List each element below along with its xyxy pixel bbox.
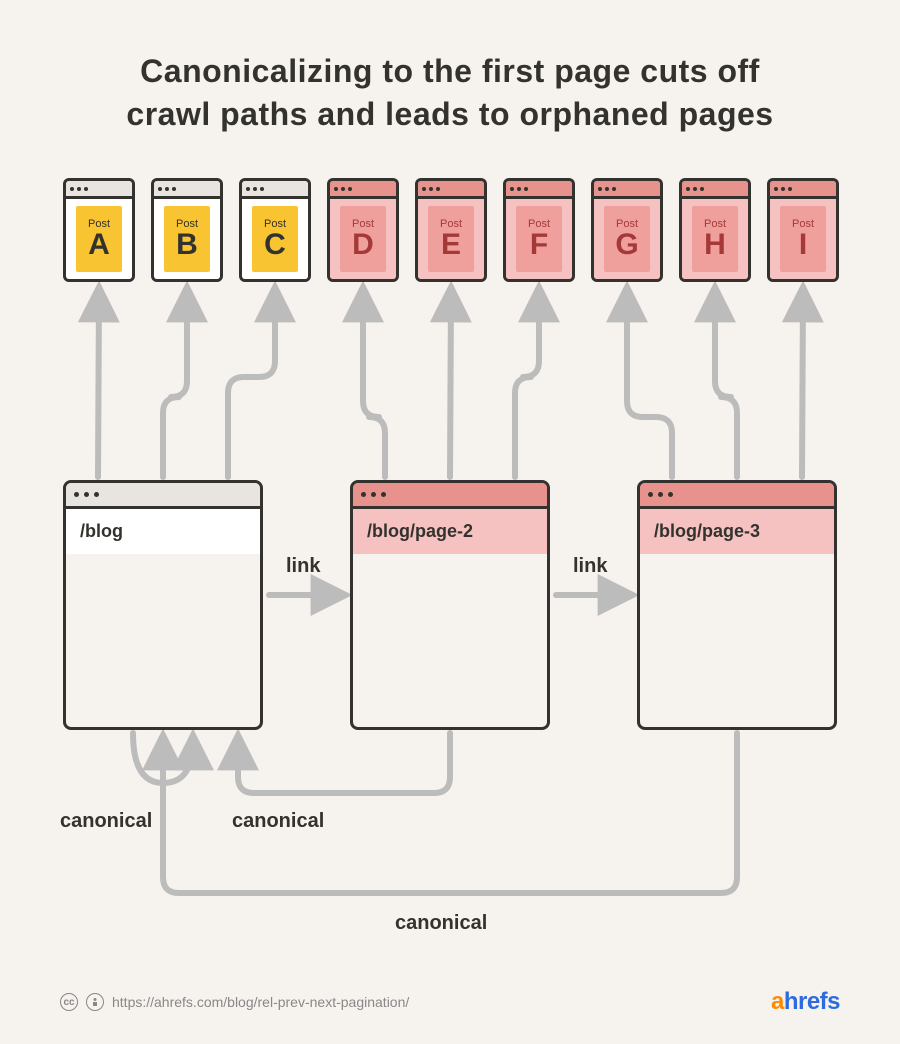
post-tile: PostD (340, 206, 386, 272)
post-card-i: PostI (767, 178, 839, 282)
window-titlebar (682, 181, 748, 199)
window-titlebar (242, 181, 308, 199)
post-card-e: PostE (415, 178, 487, 282)
post-tile: PostH (692, 206, 738, 272)
window-titlebar (66, 181, 132, 199)
post-card-d: PostD (327, 178, 399, 282)
footer: cc https://ahrefs.com/blog/rel-prev-next… (60, 988, 840, 1016)
canonical-label-1: canonical (60, 810, 152, 833)
window-body: /blog/page-3 (640, 509, 834, 554)
post-card-c: PostC (239, 178, 311, 282)
post-card-f: PostF (503, 178, 575, 282)
post-tile: PostA (76, 206, 122, 272)
window-body: /blog/page-2 (353, 509, 547, 554)
canonical-label-2: canonical (232, 810, 324, 833)
post-tile: PostE (428, 206, 474, 272)
canonical-label-3: canonical (395, 912, 487, 935)
window-body: PostF (506, 199, 572, 279)
page-card-1: /blog/page-2 (350, 480, 550, 730)
window-body: /blog (66, 509, 260, 554)
window-titlebar (640, 483, 834, 509)
window-body: PostE (418, 199, 484, 279)
post-letter: B (176, 230, 198, 260)
footer-left: cc https://ahrefs.com/blog/rel-prev-next… (60, 993, 409, 1011)
post-tile: PostF (516, 206, 562, 272)
window-titlebar (66, 483, 260, 509)
post-letter: A (88, 230, 110, 260)
diagram-title: Canonicalizing to the first page cuts of… (0, 50, 900, 136)
page-card-0: /blog (63, 480, 263, 730)
page-card-2: /blog/page-3 (637, 480, 837, 730)
post-tile: PostI (780, 206, 826, 272)
post-tile: PostC (252, 206, 298, 272)
post-card-a: PostA (63, 178, 135, 282)
post-card-g: PostG (591, 178, 663, 282)
window-body: PostI (770, 199, 836, 279)
window-titlebar (330, 181, 396, 199)
window-titlebar (594, 181, 660, 199)
window-titlebar (770, 181, 836, 199)
window-body: PostC (242, 199, 308, 279)
post-card-b: PostB (151, 178, 223, 282)
post-card-h: PostH (679, 178, 751, 282)
link-label-1: link (286, 555, 320, 578)
page-path: /blog/page-2 (367, 521, 473, 541)
by-icon (86, 993, 104, 1011)
post-tile: PostG (604, 206, 650, 272)
window-titlebar (353, 483, 547, 509)
brand-logo: ahrefs (771, 988, 840, 1016)
post-letter: E (441, 230, 461, 260)
title-line-2: crawl paths and leads to orphaned pages (126, 96, 773, 132)
footer-url: https://ahrefs.com/blog/rel-prev-next-pa… (112, 994, 409, 1010)
title-line-1: Canonicalizing to the first page cuts of… (140, 53, 760, 89)
window-body: PostB (154, 199, 220, 279)
cc-icon: cc (60, 993, 78, 1011)
window-body: PostD (330, 199, 396, 279)
post-letter: D (352, 230, 374, 260)
post-tile: PostB (164, 206, 210, 272)
window-body: PostG (594, 199, 660, 279)
page-path: /blog/page-3 (654, 521, 760, 541)
post-letter: I (799, 230, 807, 260)
window-body: PostA (66, 199, 132, 279)
window-titlebar (154, 181, 220, 199)
post-letter: F (530, 230, 548, 260)
window-body: PostH (682, 199, 748, 279)
post-letter: C (264, 230, 286, 260)
post-letter: G (615, 230, 638, 260)
window-titlebar (418, 181, 484, 199)
window-titlebar (506, 181, 572, 199)
link-label-2: link (573, 555, 607, 578)
post-letter: H (704, 230, 726, 260)
page-path: /blog (80, 521, 123, 541)
